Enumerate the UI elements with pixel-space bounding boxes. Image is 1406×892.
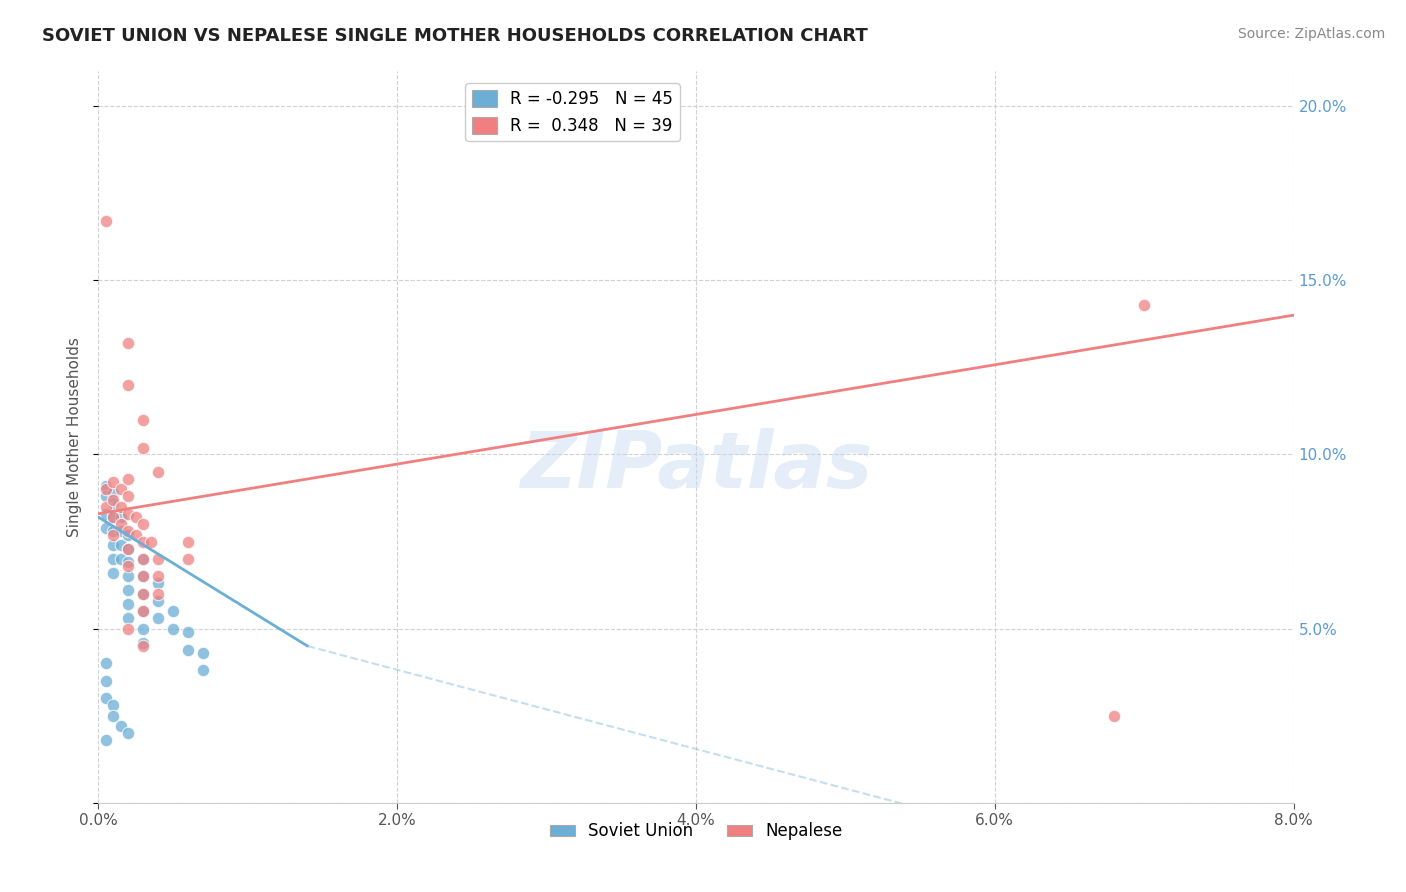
Point: [132, 552, 155, 566]
Point: [103, 510, 125, 524]
Point: [103, 552, 125, 566]
Point: [117, 556, 139, 570]
Point: [103, 496, 125, 510]
Point: [132, 587, 155, 601]
Point: [132, 639, 155, 653]
Point: [94, 479, 117, 493]
Point: [110, 500, 132, 514]
Point: [117, 622, 139, 636]
Point: [110, 524, 132, 538]
Text: ZIPatlas: ZIPatlas: [520, 428, 872, 504]
Point: [1104, 708, 1126, 723]
Point: [94, 691, 117, 706]
Point: [110, 552, 132, 566]
Point: [191, 646, 214, 660]
Point: [1133, 298, 1156, 312]
Point: [94, 657, 117, 671]
Point: [162, 622, 184, 636]
Point: [117, 472, 139, 486]
Point: [148, 587, 170, 601]
Point: [94, 673, 117, 688]
Text: Source: ZipAtlas.com: Source: ZipAtlas.com: [1237, 27, 1385, 41]
Point: [117, 527, 139, 541]
Point: [162, 604, 184, 618]
Point: [117, 541, 139, 556]
Point: [132, 441, 155, 455]
Point: [103, 538, 125, 552]
Point: [94, 507, 117, 521]
Point: [94, 733, 117, 747]
Point: [125, 527, 148, 541]
Point: [117, 489, 139, 503]
Point: [132, 604, 155, 618]
Point: [132, 569, 155, 583]
Point: [103, 524, 125, 538]
Point: [125, 510, 148, 524]
Point: [132, 517, 155, 532]
Point: [148, 576, 170, 591]
Point: [94, 500, 117, 514]
Point: [139, 534, 162, 549]
Point: [132, 569, 155, 583]
Point: [103, 566, 125, 580]
Point: [117, 611, 139, 625]
Y-axis label: Single Mother Households: Single Mother Households: [67, 337, 83, 537]
Point: [191, 664, 214, 678]
Point: [177, 552, 200, 566]
Point: [177, 625, 200, 640]
Point: [148, 611, 170, 625]
Text: SOVIET UNION VS NEPALESE SINGLE MOTHER HOUSEHOLDS CORRELATION CHART: SOVIET UNION VS NEPALESE SINGLE MOTHER H…: [42, 27, 868, 45]
Point: [117, 524, 139, 538]
Point: [110, 719, 132, 733]
Point: [148, 594, 170, 608]
Point: [94, 489, 117, 503]
Point: [110, 538, 132, 552]
Point: [148, 569, 170, 583]
Point: [103, 527, 125, 541]
Point: [177, 534, 200, 549]
Point: [117, 541, 139, 556]
Point: [94, 521, 117, 535]
Point: [103, 698, 125, 713]
Point: [117, 583, 139, 598]
Point: [132, 604, 155, 618]
Point: [103, 475, 125, 490]
Point: [148, 552, 170, 566]
Legend: Soviet Union, Nepalese: Soviet Union, Nepalese: [543, 816, 849, 847]
Point: [103, 510, 125, 524]
Point: [117, 377, 139, 392]
Point: [132, 587, 155, 601]
Point: [103, 492, 125, 507]
Point: [110, 510, 132, 524]
Point: [117, 569, 139, 583]
Point: [148, 465, 170, 479]
Point: [117, 336, 139, 351]
Point: [110, 517, 132, 532]
Point: [132, 622, 155, 636]
Point: [110, 483, 132, 497]
Point: [103, 708, 125, 723]
Point: [132, 534, 155, 549]
Point: [117, 726, 139, 740]
Point: [117, 597, 139, 611]
Point: [117, 558, 139, 573]
Point: [103, 485, 125, 500]
Point: [132, 412, 155, 426]
Point: [132, 552, 155, 566]
Point: [117, 507, 139, 521]
Point: [94, 483, 117, 497]
Point: [94, 214, 117, 228]
Point: [132, 635, 155, 649]
Point: [177, 642, 200, 657]
